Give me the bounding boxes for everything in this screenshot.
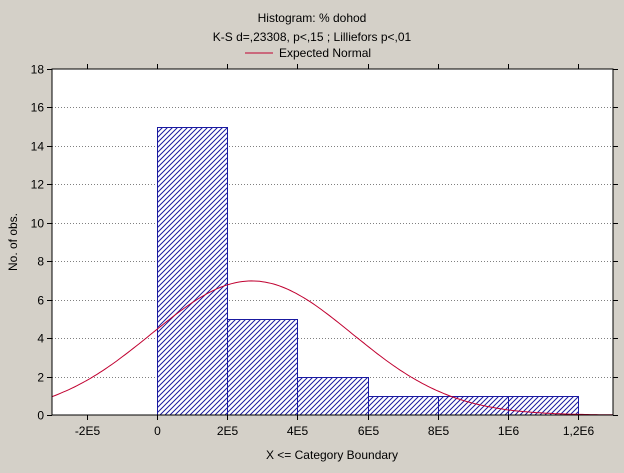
x-tick-label: 8E5 (428, 424, 450, 438)
y-tick-label: 0 (37, 409, 44, 423)
x-tick-label: 1E6 (498, 424, 520, 438)
y-tick-label: 4 (37, 332, 44, 346)
x-tick-label: 2E5 (217, 424, 239, 438)
y-tick-label: 6 (37, 294, 44, 308)
chart-subtitle: K-S d=,23308, p<,15 ; Lilliefors p<,01 (213, 30, 412, 44)
expected-normal-curve (52, 280, 613, 415)
histogram-bar (368, 396, 439, 416)
plot-area (52, 69, 613, 415)
chart-title: Histogram: % dohod (258, 11, 367, 25)
y-tick-label: 2 (37, 371, 44, 385)
axes: 0 2 4 6 8 10 12 14 16 18 -2E5 0 2E5 4E5 6E5 8E5 1E6 1,2E6 (31, 63, 618, 438)
y-tick-label: 16 (31, 101, 45, 115)
x-tick-label: -2E5 (75, 424, 101, 438)
histogram-bar (297, 377, 369, 416)
x-tick-label: 4E5 (287, 424, 309, 438)
x-tick-label: 0 (154, 424, 161, 438)
y-tick-label: 18 (31, 63, 45, 77)
histogram-bar (227, 319, 298, 416)
legend-label: Expected Normal (279, 46, 371, 60)
y-tick-label: 8 (37, 255, 44, 269)
histogram-bar (508, 396, 579, 416)
y-axis-label: No. of obs. (6, 213, 20, 271)
histogram-bar (157, 127, 228, 416)
x-tick-label: 1,2E6 (563, 424, 595, 438)
expected-normal-curve-group (52, 280, 613, 415)
plot-frame (51, 68, 614, 416)
x-tick-label: 6E5 (358, 424, 380, 438)
y-tick-label: 12 (31, 178, 45, 192)
histogram-bar (438, 396, 509, 416)
histogram-bars (157, 127, 579, 416)
legend: Expected Normal (245, 46, 371, 60)
y-tick-label: 10 (31, 217, 45, 231)
y-tick-label: 14 (31, 140, 45, 154)
x-axis-label: X <= Category Boundary (266, 448, 398, 462)
